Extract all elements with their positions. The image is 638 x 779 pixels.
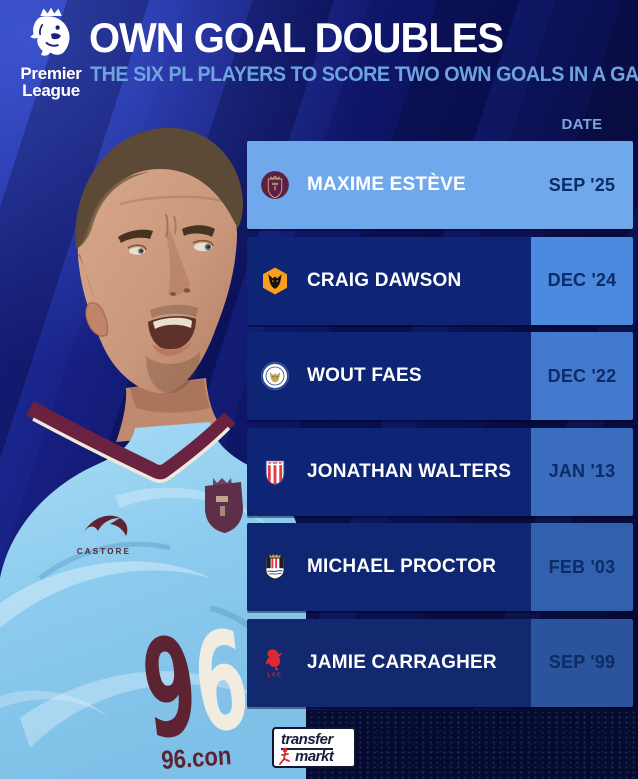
premier-league-badge: Premier League — [12, 6, 90, 99]
badge-text-line1: Premier — [20, 64, 82, 83]
table-row: JONATHAN WALTERS JAN '13 — [247, 427, 633, 516]
club-crest-icon — [260, 457, 290, 487]
date-cell: JAN '13 — [531, 427, 633, 516]
transfermarkt-text-line1: transfer — [281, 731, 333, 750]
table-row: JAMIE CARRAGHER SEP '99 — [247, 618, 633, 707]
table-row: WOUT FAES DEC '22 — [247, 332, 633, 421]
date-cell: SEP '25 — [531, 141, 633, 229]
player-name: MAXIME ESTÈVE — [307, 174, 466, 195]
club-crest-icon — [260, 361, 290, 391]
date-cell: DEC '22 — [531, 332, 633, 421]
sponsor-url-label: 96.con — [160, 742, 232, 776]
date-value: FEB '03 — [548, 556, 616, 577]
badge-text-line2: League — [22, 81, 80, 100]
player-name: CRAIG DAWSON — [307, 269, 462, 291]
player-name: JONATHAN WALTERS — [307, 460, 512, 482]
date-cell: FEB '03 — [531, 523, 633, 612]
premier-league-lion-icon — [30, 7, 70, 56]
date-value: DEC '24 — [547, 270, 617, 291]
player-name: MICHAEL PROCTOR — [307, 556, 497, 578]
player-name-cell: JONATHAN WALTERS — [247, 427, 531, 516]
player-name: JAMIE CARRAGHER — [307, 651, 497, 673]
date-value: SEP '25 — [548, 174, 616, 195]
player-name-cell: CRAIG DAWSON — [247, 236, 531, 325]
table-rows: MAXIME ESTÈVE SEP '25 CRAIG DAWSON DEC '… — [247, 141, 633, 715]
date-value: SEP '99 — [548, 652, 616, 673]
player-name-cell: MICHAEL PROCTOR — [247, 523, 531, 612]
table-row: MICHAEL PROCTOR FEB '03 — [247, 523, 633, 612]
page-subtitle: THE SIX PL PLAYERS TO SCORE TWO OWN GOAL… — [90, 63, 638, 86]
shirt-club-crest — [205, 478, 243, 533]
transfermarkt-logo: transfer markt — [272, 727, 356, 768]
table-row: CRAIG DAWSON DEC '24 — [247, 236, 633, 325]
club-crest-icon — [260, 648, 290, 678]
player-name: WOUT FAES — [307, 365, 422, 387]
transfermarkt-kicker-icon — [279, 747, 290, 765]
player-name-cell: JAMIE CARRAGHER — [247, 618, 531, 707]
date-column-header: DATE — [561, 116, 603, 133]
date-value: JAN '13 — [548, 461, 616, 482]
player-photo: CASTORE 96 96.con — [0, 127, 306, 779]
club-crest-icon — [260, 266, 290, 296]
table-row: MAXIME ESTÈVE SEP '25 — [247, 141, 633, 229]
player-name-cell: MAXIME ESTÈVE — [247, 141, 531, 229]
page-title: OWN GOAL DOUBLES — [89, 14, 504, 61]
transfermarkt-text-line2: markt — [295, 748, 334, 765]
shirt-brand-label: CASTORE — [77, 547, 131, 556]
date-cell: SEP '99 — [531, 618, 633, 707]
club-crest-icon — [260, 552, 290, 582]
club-crest-icon — [260, 170, 290, 200]
player-name-cell: WOUT FAES — [247, 332, 531, 421]
date-cell: DEC '24 — [531, 236, 633, 325]
date-value: DEC '22 — [547, 365, 617, 386]
